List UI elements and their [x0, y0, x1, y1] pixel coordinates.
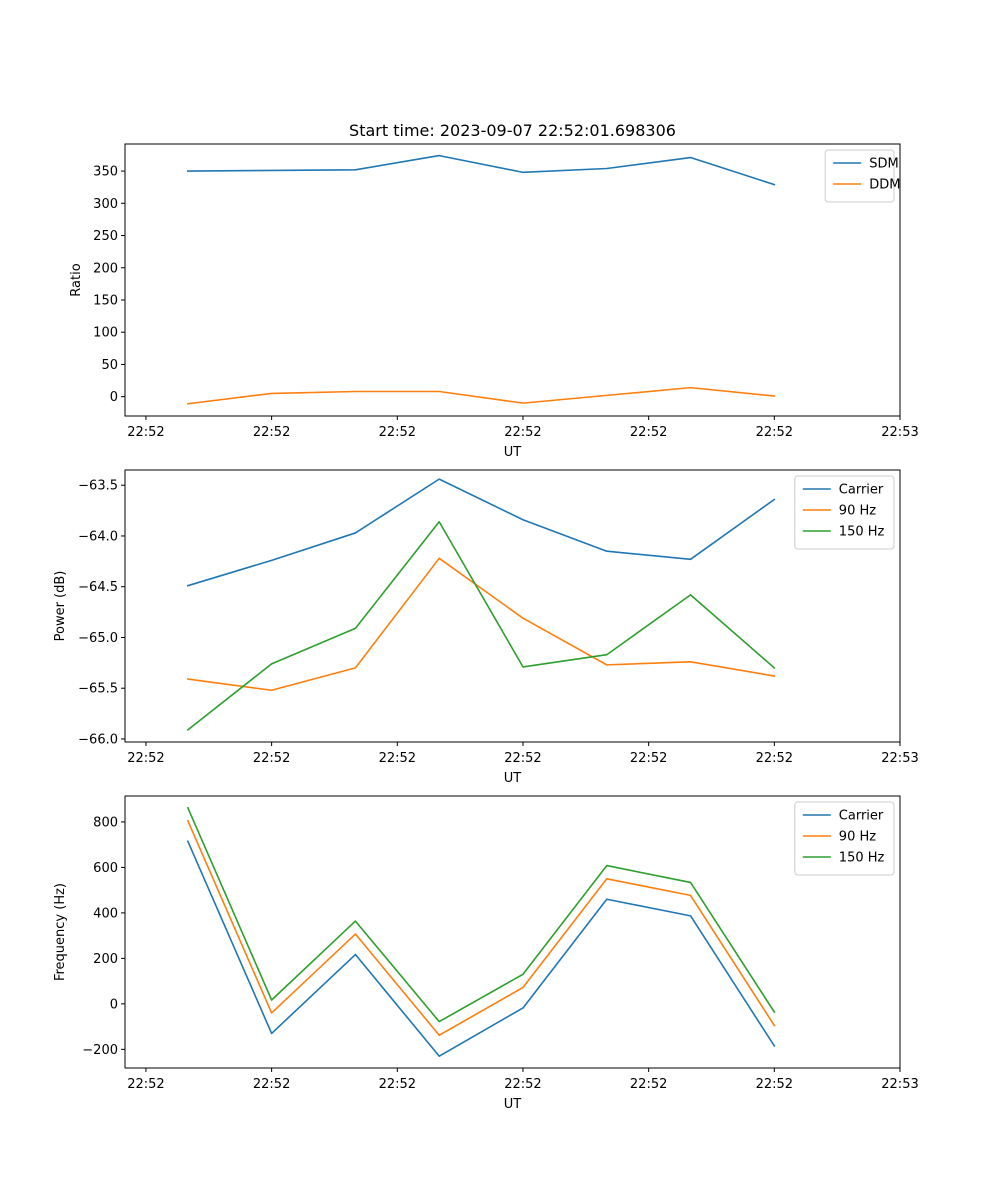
x-tick-label: 22:52	[504, 425, 541, 440]
series-line-carrier	[186, 478, 776, 587]
legend-entry: 90 Hz	[839, 830, 876, 845]
y-axis-label: Ratio	[69, 263, 84, 296]
legend-entry: 90 Hz	[839, 504, 876, 519]
x-tick-label: 22:52	[253, 751, 290, 766]
x-tick-label: 22:52	[756, 425, 793, 440]
legend-entry: Carrier	[839, 483, 884, 498]
legend: Carrier 90 Hz 150 Hz	[794, 475, 895, 550]
y-tick-label: 300	[93, 197, 118, 212]
y-tick-label: 0	[110, 997, 118, 1012]
series-line-90-hz	[186, 819, 776, 1037]
x-tick-label: 22:52	[127, 425, 164, 440]
y-tick-label: −64.5	[78, 580, 118, 595]
x-tick-label: 22:52	[253, 425, 290, 440]
y-tick-label: −64.0	[78, 529, 118, 544]
x-tick-label: 22:53	[881, 751, 918, 766]
subplot-3: 22:52 22:52 22:52 22:52 22:52 22:52 22:53 −200 0…	[53, 795, 919, 1112]
x-tick-label: 22:52	[379, 425, 416, 440]
figure-title: Start time: 2023-09-07 22:52:01.698306	[349, 121, 676, 140]
x-tick-label: 22:52	[756, 751, 793, 766]
y-tick-label: 200	[93, 952, 118, 967]
y-tick-label: 50	[101, 358, 118, 373]
series-line-150-hz	[186, 520, 776, 731]
series-line-90-hz	[186, 557, 776, 692]
legend: SDM DDM	[824, 149, 900, 203]
x-tick-label: 22:52	[504, 1077, 541, 1092]
x-tick-label: 22:52	[630, 1077, 667, 1092]
x-tick-label: 22:52	[379, 1077, 416, 1092]
legend-entry: 150 Hz	[839, 851, 885, 866]
series-line-carrier	[186, 840, 776, 1057]
y-tick-label: 350	[93, 165, 118, 180]
x-tick-label: 22:52	[379, 751, 416, 766]
x-axis-label: UT	[504, 771, 522, 786]
series-line-sdm	[187, 154, 776, 186]
y-tick-label: −66.0	[78, 732, 118, 747]
legend-entry: DDM	[869, 178, 900, 193]
legend: Carrier 90 Hz 150 Hz	[794, 801, 895, 876]
y-tick-label: 100	[93, 326, 118, 341]
x-tick-label: 22:53	[881, 425, 918, 440]
y-tick-label: −65.5	[78, 682, 118, 697]
x-axis-label: UT	[504, 1097, 522, 1112]
axes-frame	[124, 795, 901, 1069]
y-tick-label: 0	[110, 390, 118, 405]
y-tick-label: −63.5	[78, 479, 118, 494]
x-tick-label: 22:52	[756, 1077, 793, 1092]
x-tick-label: 22:52	[127, 751, 164, 766]
x-axis-label: UT	[504, 445, 522, 460]
axes-frame	[124, 469, 901, 743]
y-tick-label: 800	[93, 815, 118, 830]
x-tick-label: 22:53	[881, 1077, 918, 1092]
x-tick-label: 22:52	[253, 1077, 290, 1092]
legend-entry: Carrier	[839, 809, 884, 824]
y-tick-label: 400	[93, 906, 118, 921]
y-tick-label: 200	[93, 261, 118, 276]
subplot-2: 22:52 22:52 22:52 22:52 22:52 22:52 22:53 −66.0…	[53, 469, 919, 786]
axes-frame	[124, 143, 901, 417]
x-tick-label: 22:52	[630, 425, 667, 440]
legend-entry: SDM	[869, 157, 898, 172]
series-line-150-hz	[186, 806, 776, 1023]
x-tick-label: 22:52	[504, 751, 541, 766]
x-tick-label: 22:52	[630, 751, 667, 766]
y-tick-label: −200	[82, 1043, 118, 1058]
y-tick-label: 150	[93, 293, 118, 308]
legend-entry: 150 Hz	[839, 525, 885, 540]
y-tick-label: 600	[93, 861, 118, 876]
y-tick-label: 250	[93, 229, 118, 244]
series-line-ddm	[186, 386, 776, 405]
y-axis-label: Power (dB)	[53, 571, 68, 642]
y-tick-label: −65.0	[78, 631, 118, 646]
subplot-1: 22:52 22:52 22:52 22:52 22:52 22:52 22:53 0 50 10…	[69, 143, 919, 460]
x-tick-label: 22:52	[127, 1077, 164, 1092]
y-axis-label: Frequency (Hz)	[53, 883, 68, 981]
